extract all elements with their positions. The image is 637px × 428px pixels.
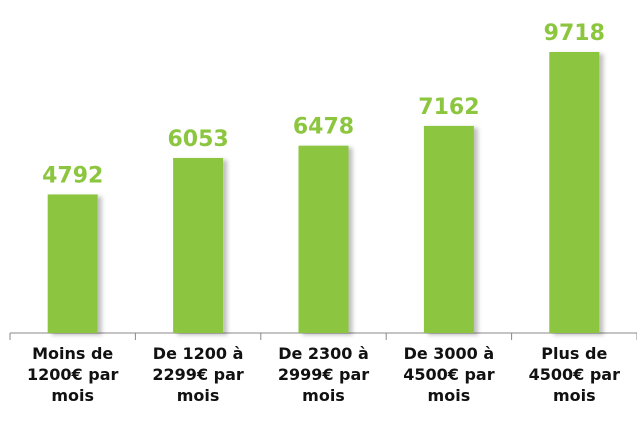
data-label: 4792 [42, 163, 103, 188]
data-label: 6478 [293, 115, 354, 140]
x-tick-label: Plus de 4500€ par mois [528, 344, 620, 405]
x-tick-label: Moins de 1200€ par mois [27, 344, 119, 405]
bar [47, 194, 98, 333]
bar [549, 52, 600, 333]
bar [423, 125, 474, 333]
data-label: 6053 [167, 127, 228, 152]
data-label: 7162 [418, 95, 479, 120]
bar [298, 145, 349, 333]
x-tick-label: De 3000 à 4500€ par mois [403, 344, 495, 405]
x-tick-label: De 2300 à 2999€ par mois [277, 344, 370, 405]
x-tick-label: De 1200 à 2299€ par mois [152, 344, 244, 405]
bar [173, 157, 224, 333]
data-label: 9718 [544, 21, 605, 46]
